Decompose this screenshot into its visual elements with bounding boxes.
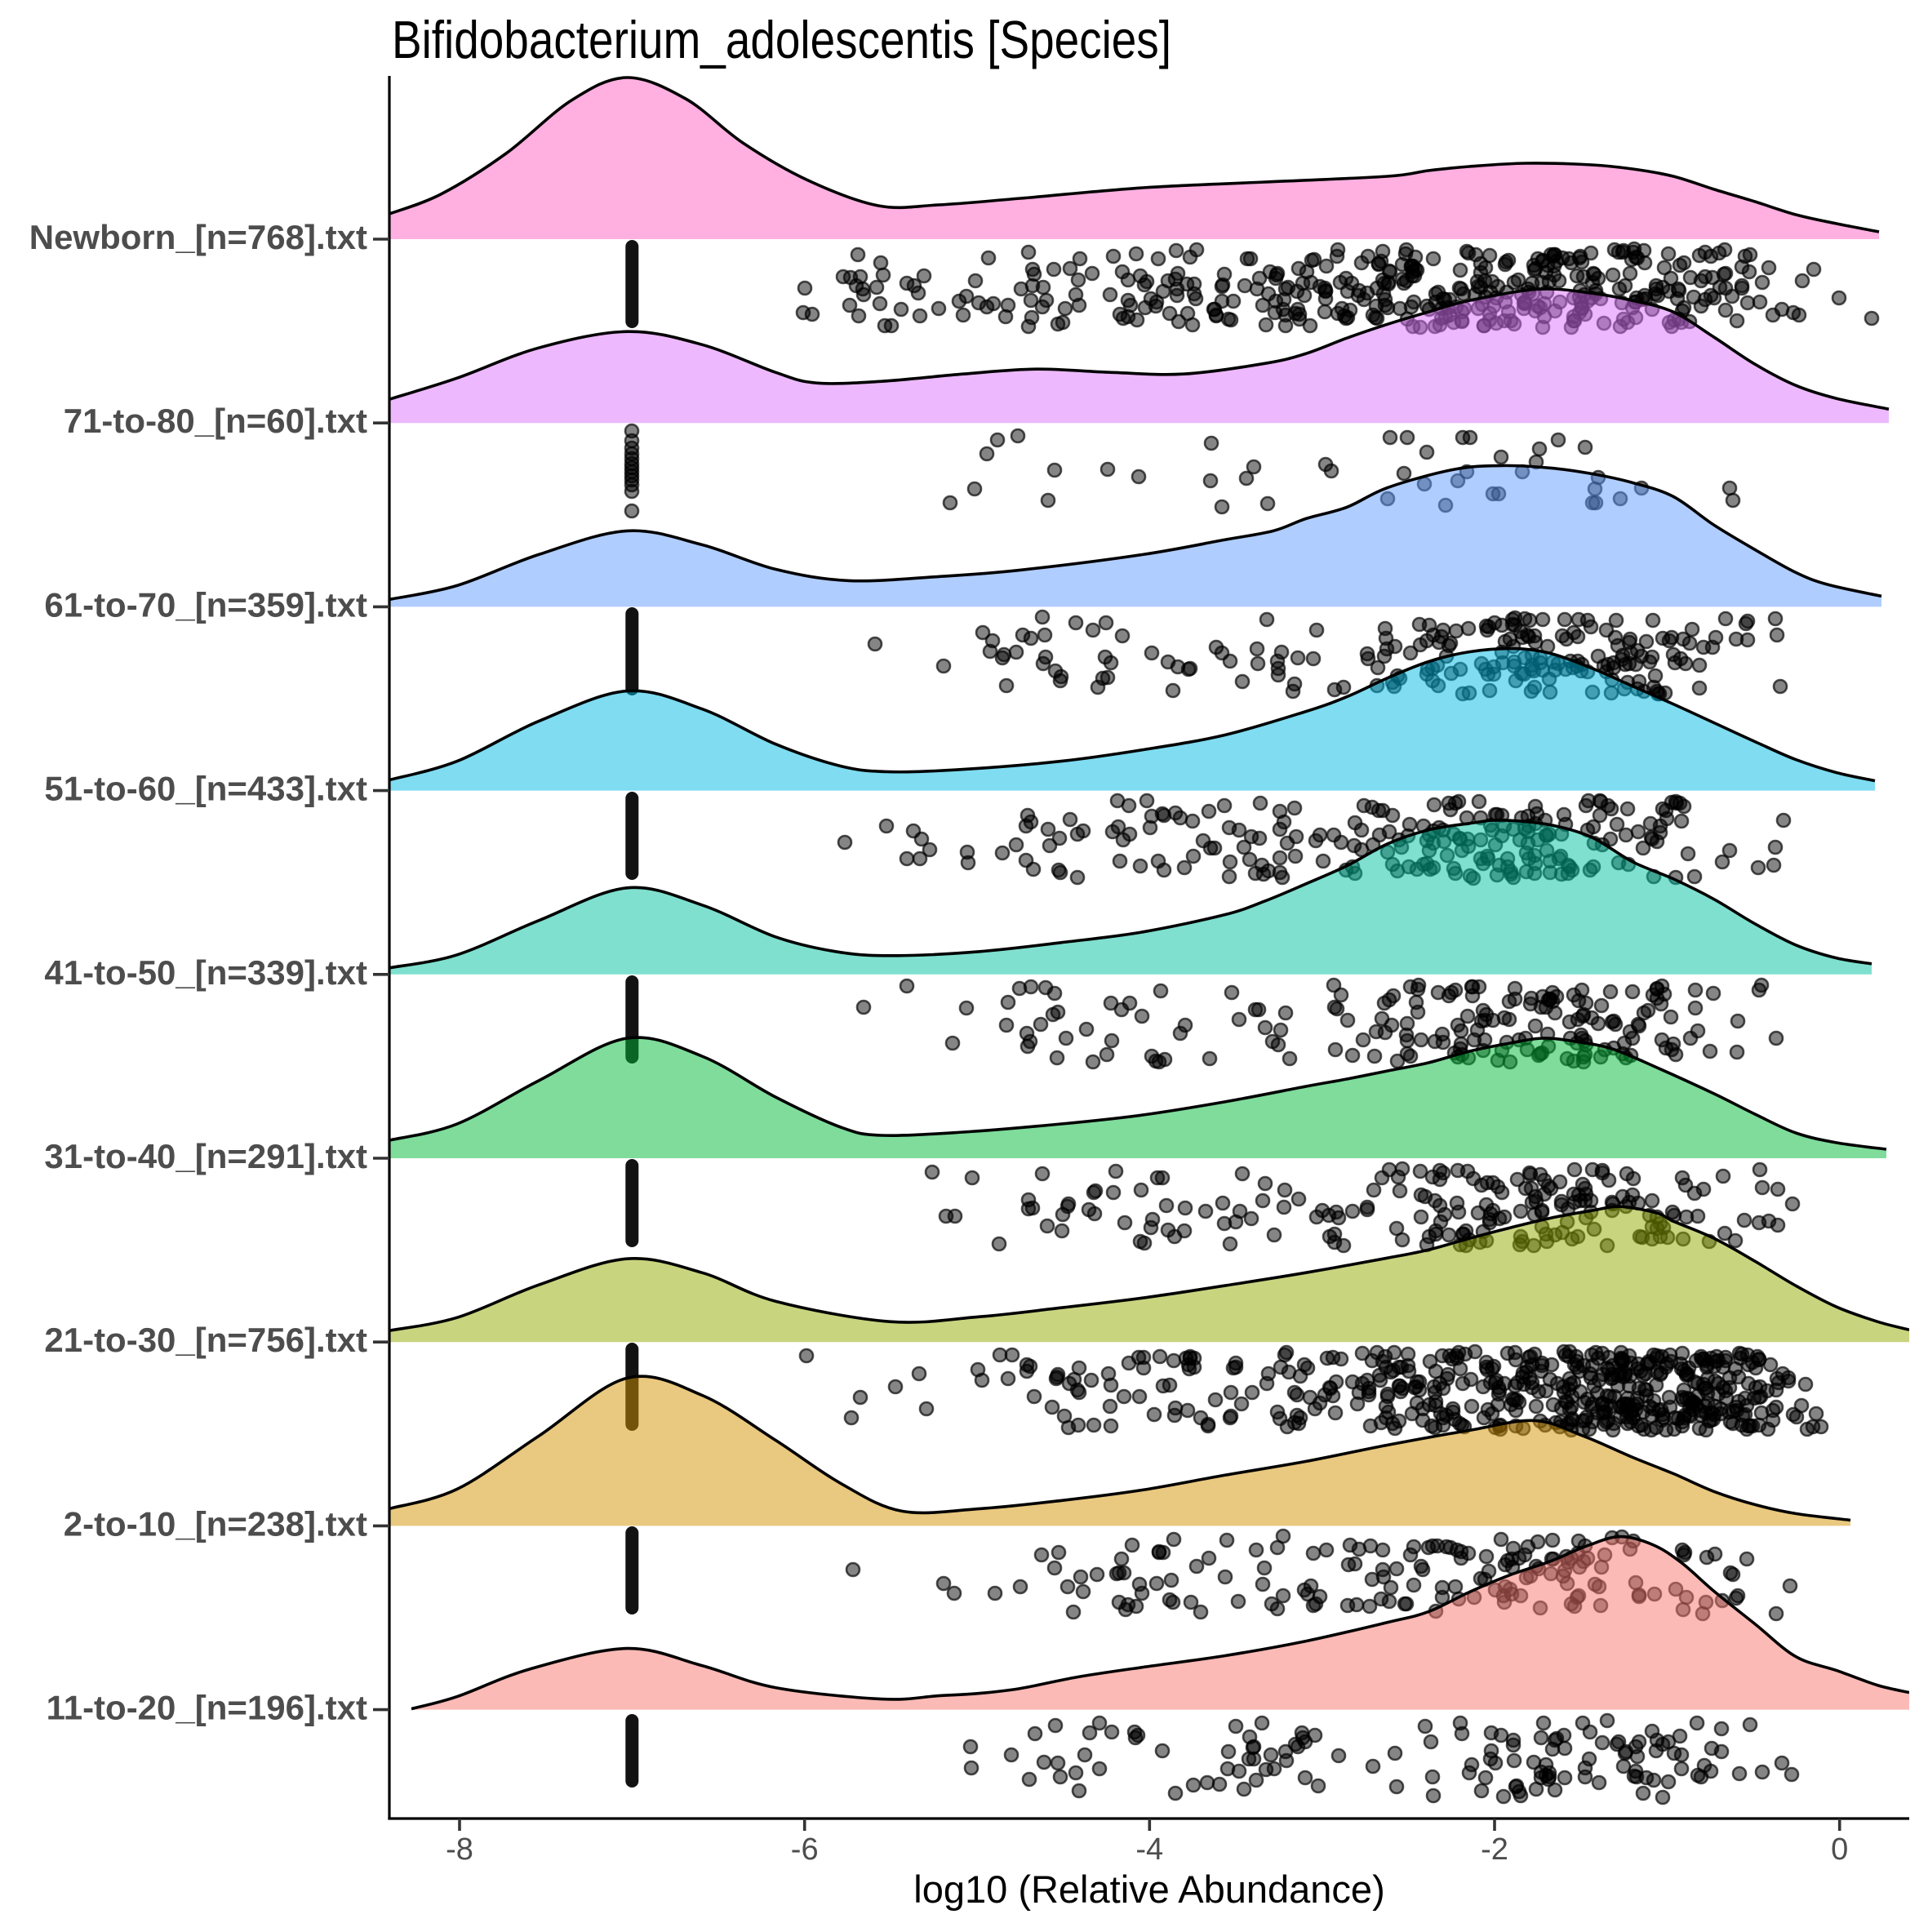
svg-text:-2: -2 [1481,1832,1508,1867]
svg-text:21-to-30_[n=756].txt: 21-to-30_[n=756].txt [44,1321,367,1359]
svg-text:41-to-50_[n=339].txt: 41-to-50_[n=339].txt [44,953,367,992]
svg-text:-8: -8 [446,1832,473,1867]
svg-text:0: 0 [1831,1832,1848,1867]
svg-text:Newborn_[n=768].txt: Newborn_[n=768].txt [29,218,367,256]
svg-text:51-to-60_[n=433].txt: 51-to-60_[n=433].txt [44,770,367,808]
svg-text:61-to-70_[n=359].txt: 61-to-70_[n=359].txt [44,585,367,624]
svg-text:-6: -6 [791,1832,819,1867]
svg-text:71-to-80_[n=60].txt: 71-to-80_[n=60].txt [64,402,367,440]
svg-text:-4: -4 [1135,1832,1163,1867]
svg-text:Bifidobacterium_adolescentis [: Bifidobacterium_adolescentis [Species] [392,10,1171,69]
svg-text:2-to-10_[n=238].txt: 2-to-10_[n=238].txt [64,1504,367,1543]
svg-text:log10 (Relative Abundance): log10 (Relative Abundance) [913,1868,1384,1911]
svg-text:11-to-20_[n=196].txt: 11-to-20_[n=196].txt [47,1689,367,1727]
svg-text:31-to-40_[n=291].txt: 31-to-40_[n=291].txt [44,1137,367,1175]
